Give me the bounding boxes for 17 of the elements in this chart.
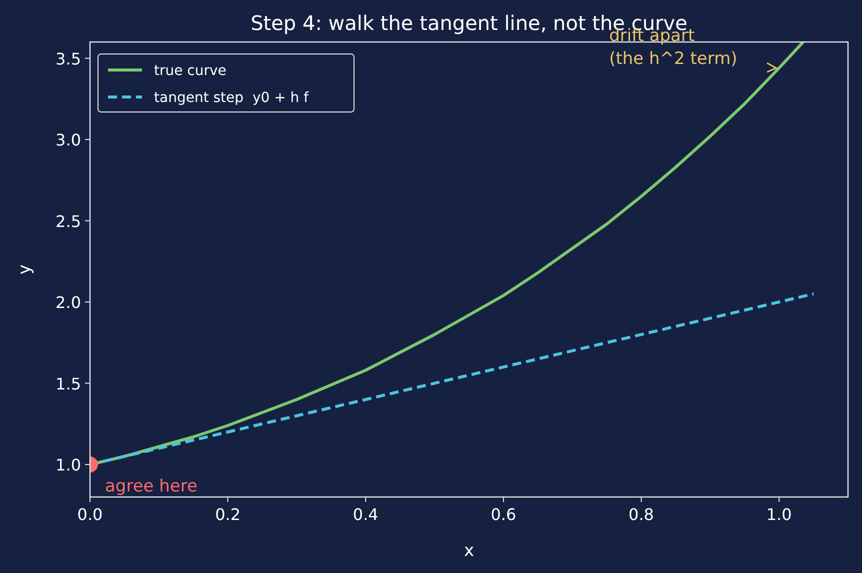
annotation: agree here bbox=[105, 476, 198, 496]
x-axis-title: x bbox=[464, 541, 474, 561]
legend-label: true curve bbox=[154, 63, 226, 79]
y-tick-label: 2.0 bbox=[56, 293, 81, 312]
y-tick-label: 3.0 bbox=[56, 130, 81, 150]
y-tick-label: 1.5 bbox=[56, 374, 81, 394]
x-tick-label: 0.0 bbox=[77, 505, 103, 524]
x-tick-label: 0.6 bbox=[490, 505, 516, 524]
y-tick-label: 3.5 bbox=[56, 49, 81, 68]
x-tick-label: 0.2 bbox=[215, 505, 241, 524]
x-tick-label: 0.8 bbox=[628, 505, 654, 524]
y-axis-title: y bbox=[15, 264, 35, 275]
y-tick-label: 1.0 bbox=[56, 456, 81, 474]
x-tick-label: 0.4 bbox=[352, 505, 378, 524]
y-tick-label: 2.5 bbox=[56, 212, 81, 231]
x-tick-label: 1.0 bbox=[766, 505, 792, 524]
legend-label: tangent step y0 + h f bbox=[154, 90, 310, 106]
